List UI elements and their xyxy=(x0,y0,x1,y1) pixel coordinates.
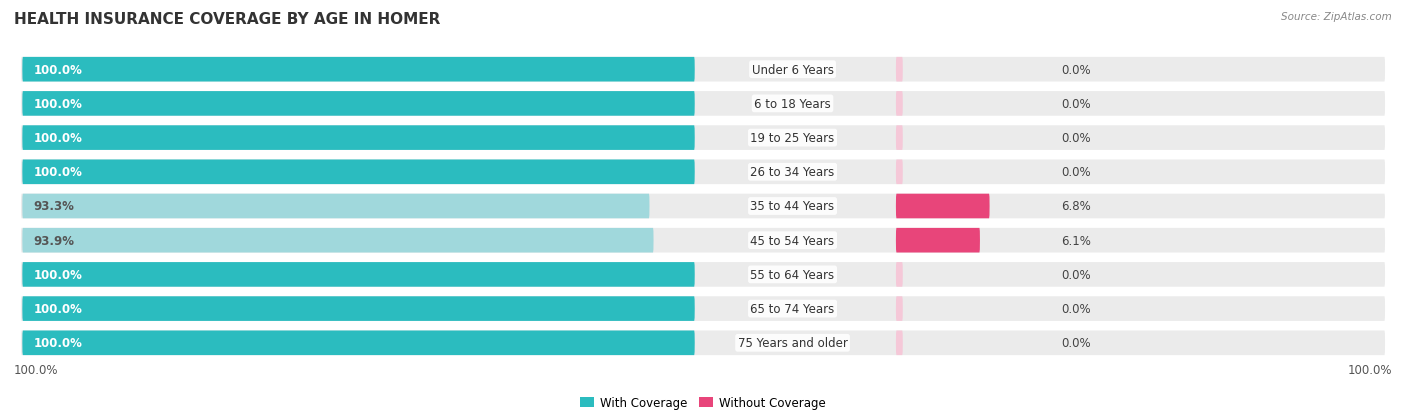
FancyBboxPatch shape xyxy=(896,194,990,219)
Text: 0.0%: 0.0% xyxy=(1062,302,1091,316)
Text: 93.3%: 93.3% xyxy=(34,200,75,213)
Text: 100.0%: 100.0% xyxy=(34,337,82,349)
FancyBboxPatch shape xyxy=(896,297,903,321)
FancyBboxPatch shape xyxy=(22,297,695,321)
Text: 100.0%: 100.0% xyxy=(34,268,82,281)
Text: 100.0%: 100.0% xyxy=(34,132,82,145)
FancyBboxPatch shape xyxy=(22,92,695,116)
Legend: With Coverage, Without Coverage: With Coverage, Without Coverage xyxy=(575,392,831,413)
Text: 0.0%: 0.0% xyxy=(1062,64,1091,76)
Text: 0.0%: 0.0% xyxy=(1062,132,1091,145)
Text: 6.1%: 6.1% xyxy=(1062,234,1091,247)
Text: 6 to 18 Years: 6 to 18 Years xyxy=(754,97,831,111)
FancyBboxPatch shape xyxy=(21,58,1385,82)
Text: 100.0%: 100.0% xyxy=(1347,363,1392,376)
FancyBboxPatch shape xyxy=(21,194,1385,219)
FancyBboxPatch shape xyxy=(22,126,695,151)
FancyBboxPatch shape xyxy=(22,262,695,287)
FancyBboxPatch shape xyxy=(896,92,903,116)
Text: 65 to 74 Years: 65 to 74 Years xyxy=(751,302,835,316)
FancyBboxPatch shape xyxy=(22,58,695,82)
Text: 93.9%: 93.9% xyxy=(34,234,75,247)
FancyBboxPatch shape xyxy=(21,160,1385,185)
FancyBboxPatch shape xyxy=(896,331,903,355)
Text: 0.0%: 0.0% xyxy=(1062,337,1091,349)
Text: 100.0%: 100.0% xyxy=(34,64,82,76)
Text: 0.0%: 0.0% xyxy=(1062,97,1091,111)
Text: 35 to 44 Years: 35 to 44 Years xyxy=(751,200,835,213)
Text: 0.0%: 0.0% xyxy=(1062,166,1091,179)
FancyBboxPatch shape xyxy=(21,92,1385,116)
Text: 19 to 25 Years: 19 to 25 Years xyxy=(751,132,835,145)
Text: 55 to 64 Years: 55 to 64 Years xyxy=(751,268,835,281)
Text: 100.0%: 100.0% xyxy=(14,363,59,376)
FancyBboxPatch shape xyxy=(896,160,903,185)
Text: 45 to 54 Years: 45 to 54 Years xyxy=(751,234,835,247)
Text: 100.0%: 100.0% xyxy=(34,166,82,179)
FancyBboxPatch shape xyxy=(22,331,695,355)
Text: 26 to 34 Years: 26 to 34 Years xyxy=(751,166,835,179)
Text: 6.8%: 6.8% xyxy=(1062,200,1091,213)
Text: 100.0%: 100.0% xyxy=(34,97,82,111)
FancyBboxPatch shape xyxy=(22,228,654,253)
Text: 75 Years and older: 75 Years and older xyxy=(738,337,848,349)
FancyBboxPatch shape xyxy=(896,58,903,82)
FancyBboxPatch shape xyxy=(896,126,903,151)
FancyBboxPatch shape xyxy=(21,262,1385,287)
Text: 0.0%: 0.0% xyxy=(1062,268,1091,281)
Text: Source: ZipAtlas.com: Source: ZipAtlas.com xyxy=(1281,12,1392,22)
FancyBboxPatch shape xyxy=(896,228,980,253)
FancyBboxPatch shape xyxy=(896,262,903,287)
FancyBboxPatch shape xyxy=(21,331,1385,355)
FancyBboxPatch shape xyxy=(21,126,1385,151)
Text: 100.0%: 100.0% xyxy=(34,302,82,316)
FancyBboxPatch shape xyxy=(22,194,650,219)
Text: Under 6 Years: Under 6 Years xyxy=(752,64,834,76)
FancyBboxPatch shape xyxy=(21,228,1385,253)
Text: HEALTH INSURANCE COVERAGE BY AGE IN HOMER: HEALTH INSURANCE COVERAGE BY AGE IN HOME… xyxy=(14,12,440,27)
FancyBboxPatch shape xyxy=(22,160,695,185)
FancyBboxPatch shape xyxy=(21,297,1385,321)
